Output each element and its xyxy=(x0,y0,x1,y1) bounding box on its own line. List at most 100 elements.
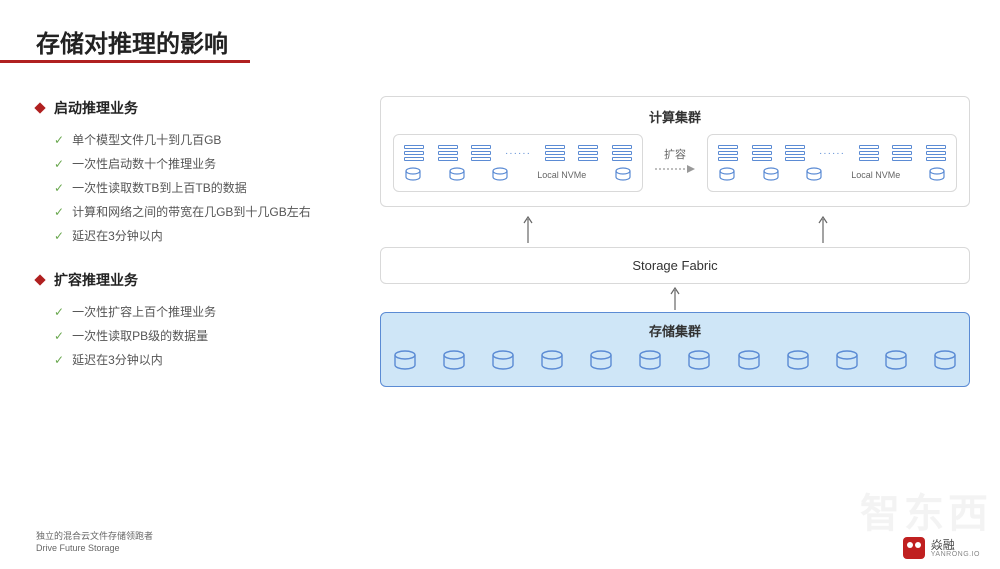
fabric-to-storage-arrow xyxy=(380,284,970,310)
storage-fabric-label: Storage Fabric xyxy=(632,258,717,273)
item-text: 计算和网络之间的带宽在几GB到十几GB左右 xyxy=(72,200,311,224)
list-item: ✓ 一次性启动数十个推理业务 xyxy=(54,152,356,176)
arrow-up-icon xyxy=(669,284,681,310)
list-item: ✓ 计算和网络之间的带宽在几GB到十几GB左右 xyxy=(54,200,356,224)
compute-pod: ······ Local NVMe xyxy=(707,134,957,192)
nvme-row: Local NVMe xyxy=(404,167,632,183)
check-icon: ✓ xyxy=(54,200,64,224)
rack-row: ······ xyxy=(404,145,632,161)
server-rack-icon xyxy=(785,145,805,161)
compute-cluster-box: 计算集群 ······ Local NVMe xyxy=(380,96,970,207)
arrow-up-icon xyxy=(817,213,829,243)
diamond-bullet-icon xyxy=(34,274,45,285)
section-heading-2: 扩容推理业务 xyxy=(36,270,356,290)
disk-icon xyxy=(835,350,859,372)
server-rack-icon xyxy=(859,145,879,161)
section-1-list: ✓ 单个模型文件几十到几百GB ✓ 一次性启动数十个推理业务 ✓ 一次性读取数TB到上… xyxy=(54,128,356,248)
ellipsis: ······ xyxy=(819,148,845,159)
item-text: 一次性扩容上百个推理业务 xyxy=(72,300,216,324)
list-item: ✓ 一次性扩容上百个推理业务 xyxy=(54,300,356,324)
disk-icon xyxy=(805,167,823,183)
local-nvme-label: Local NVMe xyxy=(537,170,586,180)
check-icon: ✓ xyxy=(54,224,64,248)
server-rack-icon xyxy=(404,145,424,161)
disk-icon xyxy=(786,350,810,372)
list-item: ✓ 延迟在3分钟以内 xyxy=(54,348,356,372)
disk-icon xyxy=(448,167,466,183)
disk-icon xyxy=(737,350,761,372)
disk-icon xyxy=(687,350,711,372)
title-accent-bar xyxy=(0,60,250,63)
disk-icon xyxy=(884,350,908,372)
check-icon: ✓ xyxy=(54,128,64,152)
compute-pods-row: ······ Local NVMe 扩容 xyxy=(393,134,957,192)
nvme-row: Local NVMe xyxy=(718,167,946,183)
compute-pod: ······ Local NVMe xyxy=(393,134,643,192)
diamond-bullet-icon xyxy=(34,102,45,113)
ellipsis: ······ xyxy=(505,148,531,159)
server-rack-icon xyxy=(926,145,946,161)
disk-icon xyxy=(404,167,422,183)
rack-row: ······ xyxy=(718,145,946,161)
disk-icon xyxy=(393,350,417,372)
disk-icon xyxy=(928,167,946,183)
check-icon: ✓ xyxy=(54,152,64,176)
disk-icon xyxy=(540,350,564,372)
item-text: 一次性读取PB级的数据量 xyxy=(72,324,208,348)
disk-icon xyxy=(491,167,509,183)
compute-to-fabric-arrows xyxy=(380,213,970,243)
item-text: 延迟在3分钟以内 xyxy=(72,224,163,248)
logo-mark-icon xyxy=(903,537,925,559)
arrow-up-icon xyxy=(522,213,534,243)
expand-arrow: 扩容 xyxy=(655,146,695,180)
disk-icon xyxy=(614,167,632,183)
item-text: 单个模型文件几十到几百GB xyxy=(72,128,221,152)
server-rack-icon xyxy=(578,145,598,161)
list-item: ✓ 单个模型文件几十到几百GB xyxy=(54,128,356,152)
section-2-list: ✓ 一次性扩容上百个推理业务 ✓ 一次性读取PB级的数据量 ✓ 延迟在3分钟以内 xyxy=(54,300,356,372)
storage-cluster-box: 存储集群 xyxy=(380,312,970,387)
server-rack-icon xyxy=(545,145,565,161)
item-text: 一次性启动数十个推理业务 xyxy=(72,152,216,176)
disk-icon xyxy=(762,167,780,183)
check-icon: ✓ xyxy=(54,324,64,348)
footer-tagline: 独立的混合云文件存储领跑者 Drive Future Storage xyxy=(36,530,153,555)
compute-cluster-label: 计算集群 xyxy=(393,107,957,126)
footer-line1: 独立的混合云文件存储领跑者 xyxy=(36,530,153,543)
dotted-arrow-icon xyxy=(655,163,695,175)
brand-cn: 焱融 xyxy=(931,539,980,551)
brand-logo: 焱融 YANRONG.IO xyxy=(903,537,980,559)
item-text: 一次性读取数TB到上百TB的数据 xyxy=(72,176,247,200)
section-heading-1: 启动推理业务 xyxy=(36,98,356,118)
disk-icon xyxy=(491,350,515,372)
section-heading-2-text: 扩容推理业务 xyxy=(54,270,138,290)
server-rack-icon xyxy=(752,145,772,161)
storage-cluster-label: 存储集群 xyxy=(393,321,957,340)
brand-en: YANRONG.IO xyxy=(931,551,980,558)
slide-title: 存储对推理的影响 xyxy=(36,24,228,59)
expand-label: 扩容 xyxy=(655,146,695,162)
storage-disk-row xyxy=(393,350,957,372)
disk-icon xyxy=(933,350,957,372)
storage-fabric-box: Storage Fabric xyxy=(380,247,970,284)
check-icon: ✓ xyxy=(54,176,64,200)
disk-icon xyxy=(718,167,736,183)
disk-icon xyxy=(589,350,613,372)
check-icon: ✓ xyxy=(54,348,64,372)
section-heading-1-text: 启动推理业务 xyxy=(54,98,138,118)
logo-text-block: 焱融 YANRONG.IO xyxy=(931,539,980,558)
list-item: ✓ 一次性读取数TB到上百TB的数据 xyxy=(54,176,356,200)
local-nvme-label: Local NVMe xyxy=(851,170,900,180)
server-rack-icon xyxy=(471,145,491,161)
text-column: 启动推理业务 ✓ 单个模型文件几十到几百GB ✓ 一次性启动数十个推理业务 ✓ 一次性… xyxy=(36,98,356,394)
check-icon: ✓ xyxy=(54,300,64,324)
server-rack-icon xyxy=(718,145,738,161)
disk-icon xyxy=(442,350,466,372)
server-rack-icon xyxy=(438,145,458,161)
footer-line2: Drive Future Storage xyxy=(36,542,153,555)
list-item: ✓ 延迟在3分钟以内 xyxy=(54,224,356,248)
item-text: 延迟在3分钟以内 xyxy=(72,348,163,372)
server-rack-icon xyxy=(612,145,632,161)
watermark: 智东西 xyxy=(860,481,992,539)
disk-icon xyxy=(638,350,662,372)
